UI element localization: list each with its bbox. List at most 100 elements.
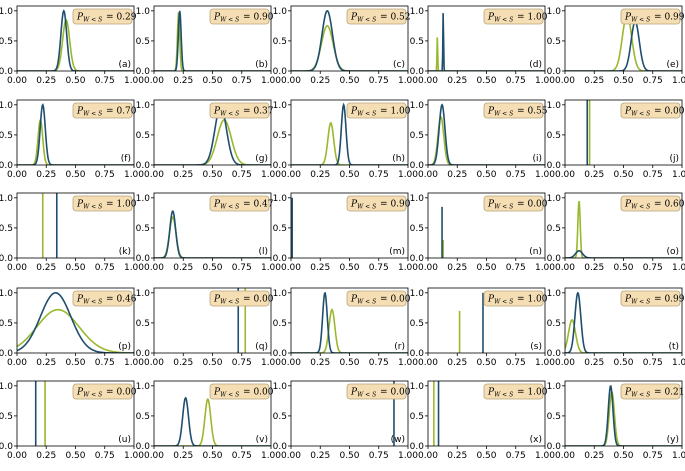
x-tick-label: 0.50 [476, 358, 496, 368]
y-tick-label: 1.0 [0, 7, 13, 17]
y-tick-label: 0.0 [0, 161, 13, 171]
x-tick-label: 0.50 [339, 170, 359, 180]
x-tick-label: 0.50 [65, 170, 85, 180]
x-tick-label: 0.50 [339, 76, 359, 86]
series-w-curve [428, 103, 545, 165]
x-tick-label: 1.00 [124, 263, 144, 273]
y-tick-label: 0.0 [136, 254, 151, 264]
panel-letter: (i) [532, 154, 542, 164]
y-tick-label: 0.0 [273, 442, 288, 452]
x-tick-label: 1.00 [535, 263, 555, 273]
series-s-curve [291, 308, 408, 353]
x-tick-label: 0.50 [476, 451, 496, 461]
panel: 0.00 0.25 0.50 0.75 1.00 0.0 0.5 1.0 PW < S = 0.… [273, 287, 418, 368]
probability-badge [72, 383, 133, 400]
x-tick-label: 0.00 [418, 263, 438, 273]
x-tick-label: 1.00 [261, 263, 281, 273]
panel-letter: (m) [389, 247, 405, 257]
series-s-curve [565, 14, 682, 71]
probability-badge [483, 195, 544, 212]
x-tick-label: 0.75 [643, 263, 663, 273]
y-tick-label: 0.5 [136, 37, 150, 47]
probability-label: PW < S = 0.00 [624, 107, 685, 118]
panel: 0.00 0.25 0.50 0.75 1.00 0.0 0.5 1.0 PW < S = 0.… [136, 287, 281, 368]
probability-badge [209, 102, 270, 119]
y-tick-label: 0.5 [547, 37, 561, 47]
y-tick-label: 0.0 [273, 67, 288, 77]
x-tick-label: 0.00 [7, 451, 27, 461]
x-tick-label: 0.50 [202, 358, 222, 368]
y-tick-label: 0.5 [0, 412, 13, 422]
probability-badge [209, 8, 270, 25]
x-tick-label: 1.00 [261, 170, 281, 180]
probability-label: PW < S = 0.37 [213, 107, 274, 118]
probability-badge [72, 195, 133, 212]
panel-letter: (o) [666, 247, 679, 257]
y-tick-label: 1.0 [273, 382, 288, 392]
x-tick-label: 0.00 [281, 263, 301, 273]
y-tick-label: 0.5 [547, 412, 561, 422]
panel: 0.00 0.25 0.50 0.75 1.00 0.0 0.5 1.0 PW < S = 0.… [547, 99, 685, 180]
probability-badge [346, 290, 407, 307]
x-tick-label: 0.50 [202, 263, 222, 273]
x-tick-label: 0.25 [36, 76, 56, 86]
panel: 0.00 0.25 0.50 0.75 1.00 0.0 0.5 1.0 PW < S = 0.… [547, 192, 685, 273]
y-tick-label: 0.0 [410, 254, 425, 264]
x-tick-label: 0.25 [310, 263, 330, 273]
probability-label: PW < S = 0.29 [76, 13, 137, 24]
x-tick-label: 1.00 [398, 263, 418, 273]
y-tick-label: 0.5 [136, 131, 150, 141]
series-w-curve [154, 210, 271, 258]
y-tick-label: 1.0 [136, 382, 151, 392]
x-tick-label: 1.00 [124, 358, 144, 368]
series-s-curve [291, 122, 408, 165]
x-tick-label: 0.00 [144, 358, 164, 368]
panel-letter: (w) [391, 435, 405, 445]
panel: 0.00 0.25 0.50 0.75 1.00 0.0 0.5 1.0 PW < S = 0.… [136, 192, 281, 273]
x-tick-label: 0.00 [281, 76, 301, 86]
y-tick-label: 1.0 [273, 194, 288, 204]
series-w-curve [565, 249, 682, 258]
x-tick-label: 0.25 [447, 451, 467, 461]
panel: 0.00 0.25 0.50 0.75 1.00 0.0 0.5 1.0 PW < S = 0.… [136, 5, 281, 86]
y-tick-label: 0.5 [273, 224, 287, 234]
x-tick-label: 0.75 [232, 263, 252, 273]
y-tick-label: 1.0 [0, 382, 13, 392]
series-s-curve [154, 398, 271, 446]
series-s-curve [17, 118, 134, 165]
y-tick-label: 1.0 [410, 7, 425, 17]
y-tick-label: 0.5 [410, 319, 424, 329]
x-tick-label: 0.25 [36, 358, 56, 368]
series-s-curve [428, 116, 545, 165]
x-tick-label: 0.50 [339, 263, 359, 273]
x-tick-label: 0.75 [369, 263, 389, 273]
y-tick-label: 0.0 [0, 442, 13, 452]
y-tick-label: 0.5 [547, 131, 561, 141]
panel: 0.00 0.25 0.50 0.75 1.00 0.0 0.5 1.0 PW < S = 0.… [136, 99, 281, 180]
series-w-curve [154, 396, 271, 446]
x-tick-label: 0.00 [144, 170, 164, 180]
x-tick-label: 0.75 [232, 76, 252, 86]
x-tick-label: 0.00 [7, 76, 27, 86]
y-tick-label: 0.0 [410, 349, 425, 359]
y-tick-label: 1.0 [273, 101, 288, 111]
x-tick-label: 0.25 [173, 451, 193, 461]
x-tick-label: 1.00 [261, 76, 281, 86]
probability-label: PW < S = 0.70 [76, 107, 137, 118]
probability-badge [209, 195, 270, 212]
panel: 0.00 0.25 0.50 0.75 1.00 0.0 0.5 1.0 PW < S = 0.… [410, 99, 555, 180]
y-tick-label: 0.5 [136, 224, 150, 234]
panel: 0.00 0.25 0.50 0.75 1.00 0.0 0.5 1.0 PW < S = 0.… [136, 380, 281, 461]
x-tick-label: 1.00 [124, 170, 144, 180]
probability-badge [72, 8, 133, 25]
x-tick-label: 0.50 [613, 451, 633, 461]
y-tick-label: 0.0 [547, 349, 562, 359]
x-tick-label: 1.00 [124, 451, 144, 461]
probability-label: PW < S = 1.00 [487, 295, 548, 306]
panel: 0.00 0.25 0.50 0.75 1.00 0.0 0.5 1.0 PW < S = 0.… [273, 192, 418, 273]
panel-letter: (d) [529, 60, 542, 70]
x-tick-label: 0.50 [65, 451, 85, 461]
y-tick-label: 0.5 [0, 224, 13, 234]
x-tick-label: 0.00 [555, 358, 575, 368]
